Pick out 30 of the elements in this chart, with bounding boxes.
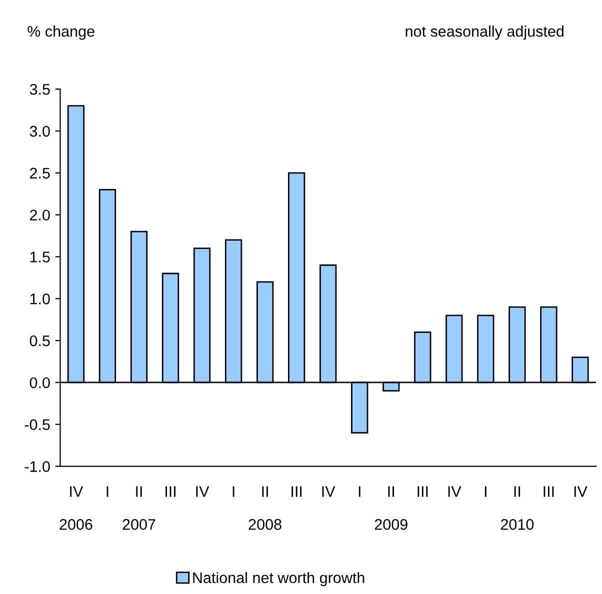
x-tick-label: IV <box>574 486 588 497</box>
category-label: II 2009 <box>374 486 408 530</box>
category-label: II 2007 <box>122 486 156 530</box>
x-tick-label: IV <box>196 486 210 497</box>
y-tick-label: 3.5 <box>30 84 50 95</box>
y-tick-label: 1.5 <box>30 252 50 262</box>
x-tick-label: I <box>106 486 108 497</box>
x-tick-label: I <box>232 486 234 497</box>
y-tick-label: 0.5 <box>30 335 50 346</box>
x-tick-label: III <box>292 486 302 497</box>
category-label: IV 2006 <box>60 486 92 530</box>
y-tick-label: -1.0 <box>24 461 50 472</box>
y-axis-title: % change <box>28 26 94 40</box>
x-tick-label: III <box>418 486 428 497</box>
y-tick-label: 2.5 <box>30 168 50 179</box>
legend-label: National net worth growth <box>193 572 364 586</box>
x-tick-label: I <box>358 486 360 497</box>
x-tick-label: I <box>484 486 486 497</box>
x-tick-label: IV <box>322 486 336 497</box>
y-tick-label: 2.0 <box>30 210 50 221</box>
chart-subtitle: not seasonally adjusted <box>406 26 564 40</box>
x-tick-label: III <box>544 486 554 497</box>
y-tick-label: 1.0 <box>30 294 50 304</box>
y-tick-label: 3.0 <box>30 126 50 137</box>
category-label: II 2010 <box>500 486 534 530</box>
y-tick-label: 0.0 <box>30 377 50 388</box>
x-tick-label: IV <box>448 486 462 497</box>
y-tick-label: -0.5 <box>24 419 50 430</box>
x-tick-label: III <box>166 486 176 497</box>
category-label: II 2008 <box>248 486 282 530</box>
